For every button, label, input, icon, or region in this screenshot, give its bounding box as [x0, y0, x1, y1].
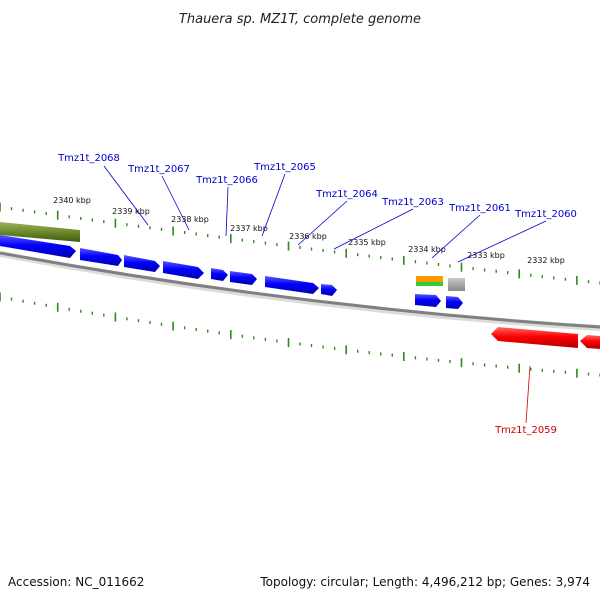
leader-line: [103, 165, 149, 226]
green-feature[interactable]: [416, 282, 443, 286]
grey-feature[interactable]: [448, 278, 465, 291]
upper-tick-track: [0, 202, 600, 285]
gene-label-upper[interactable]: Tmz1t_2064: [315, 189, 378, 200]
gene-arrow[interactable]: [0, 235, 76, 258]
kbp-label: 2333 kbp: [467, 251, 505, 260]
gene-labels: Tmz1t_2068 Tmz1t_2067 Tmz1t_2066 Tmz1t_2065…: [57, 153, 577, 436]
kbp-label: 2337 kbp: [230, 224, 268, 233]
gene-label-upper[interactable]: Tmz1t_2067: [127, 164, 190, 175]
gene-arrow[interactable]: [163, 261, 204, 279]
gene-label-upper[interactable]: Tmz1t_2063: [381, 197, 444, 208]
leader-line: [161, 175, 190, 231]
accession-text: Accession: NC_011662: [8, 575, 144, 589]
kbp-label: 2338 kbp: [171, 215, 209, 224]
gene-arrow[interactable]: [124, 255, 160, 272]
gene-arrow[interactable]: [580, 335, 600, 349]
map-title: Thauera sp. MZ1T, complete genome: [179, 12, 421, 27]
gene-arrow[interactable]: [80, 248, 122, 266]
leader-line: [225, 186, 229, 237]
orange-feature[interactable]: [416, 276, 443, 282]
gene-arrow[interactable]: [230, 271, 257, 285]
gene-label-upper[interactable]: Tmz1t_2065: [253, 162, 316, 173]
leader-line: [431, 214, 481, 259]
leader-line: [261, 173, 286, 237]
genome-summary-text: Topology: circular; Length: 4,496,212 bp…: [259, 575, 590, 589]
gene-arrow[interactable]: [321, 284, 337, 296]
kbp-label: 2340 kbp: [53, 196, 91, 205]
forward-strand-genes: [0, 235, 463, 309]
genome-backbone: [0, 251, 600, 329]
kbp-label: 2334 kbp: [408, 245, 446, 254]
leader-line: [525, 365, 531, 424]
leader-line: [457, 220, 547, 263]
gene-label-upper[interactable]: Tmz1t_2061: [448, 203, 511, 214]
gene-arrow[interactable]: [415, 294, 441, 307]
gene-arrow[interactable]: [265, 276, 319, 294]
gene-label-upper[interactable]: Tmz1t_2060: [514, 209, 577, 220]
gene-label-upper[interactable]: Tmz1t_2068: [57, 153, 120, 164]
gene-arrow[interactable]: [211, 268, 228, 281]
reverse-strand-genes: [491, 327, 600, 349]
kbp-label: 2335 kbp: [348, 238, 386, 247]
gene-label-lower[interactable]: Tmz1t_2059: [494, 425, 557, 436]
gene-label-upper[interactable]: Tmz1t_2066: [195, 175, 258, 186]
leader-line: [297, 200, 348, 246]
lower-tick-track: [0, 292, 600, 378]
gene-arrow[interactable]: [446, 296, 463, 309]
kbp-label: 2332 kbp: [527, 256, 565, 265]
leader-line: [333, 208, 414, 250]
kbp-label: 2339 kbp: [112, 207, 150, 216]
olive-feature[interactable]: [0, 222, 80, 242]
gene-arrow[interactable]: [491, 327, 578, 348]
